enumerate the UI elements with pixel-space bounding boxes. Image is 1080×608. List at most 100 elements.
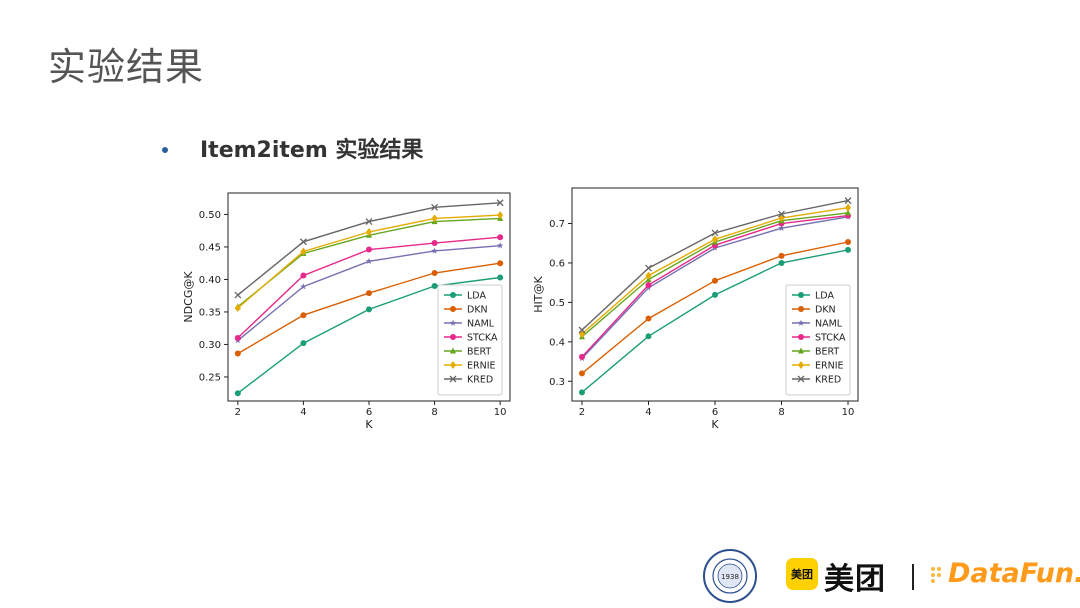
data-point-stcka	[645, 282, 652, 289]
data-point-dkn	[645, 315, 652, 322]
x-tick-label: 8	[778, 407, 784, 418]
data-point-lda	[366, 306, 372, 313]
data-point-naml	[300, 283, 307, 290]
y-axis-label: HIT@K	[532, 275, 545, 312]
data-point-stcka	[578, 353, 585, 360]
legend-label: DKN	[815, 305, 836, 316]
data-point-kred	[578, 326, 586, 334]
bullet-item: Item2item 实验结果	[162, 132, 423, 164]
data-point-lda	[645, 333, 652, 340]
seal-year: 1938	[721, 573, 739, 581]
data-point-dkn	[234, 350, 241, 357]
data-point-kred	[711, 229, 719, 237]
data-point-kred	[778, 210, 785, 218]
legend-marker	[449, 319, 457, 326]
legend-marker	[450, 292, 456, 298]
y-tick-label: 0.35	[199, 307, 221, 318]
y-tick-label: 0.4	[549, 337, 565, 348]
data-point-ernie	[234, 304, 241, 313]
data-point-ernie	[431, 214, 438, 223]
data-point-kred	[365, 218, 373, 226]
legend-label: DKN	[467, 305, 488, 316]
data-point-stcka	[234, 334, 241, 341]
y-tick-label: 0.40	[199, 275, 221, 286]
data-point-kred	[299, 238, 307, 246]
data-point-kred	[844, 197, 852, 205]
data-point-lda	[578, 389, 585, 396]
data-point-lda	[712, 291, 718, 298]
x-tick-label: 2	[235, 407, 241, 418]
y-tick-label: 0.6	[549, 258, 565, 269]
data-point-stcka	[497, 234, 504, 241]
data-point-ernie	[845, 203, 852, 212]
data-point-bert	[845, 209, 852, 216]
x-tick-label: 8	[431, 407, 437, 418]
legend-label: BERT	[467, 347, 491, 358]
data-point-dkn	[845, 239, 852, 246]
data-point-stcka	[431, 240, 438, 247]
legend-marker	[798, 334, 804, 340]
legend-marker	[450, 347, 456, 354]
x-tick-label: 4	[645, 407, 651, 418]
data-point-naml	[365, 257, 373, 265]
meituan-wordmark: 美团	[824, 562, 886, 597]
y-tick-label: 0.30	[199, 340, 221, 351]
data-point-lda	[845, 246, 852, 253]
legend-marker	[450, 306, 456, 312]
legend-label: ERNIE	[467, 361, 496, 372]
data-point-ernie	[300, 247, 307, 256]
y-axis-label: NDCG@K	[182, 271, 195, 323]
y-tick-label: 0.5	[549, 298, 565, 309]
legend-marker	[798, 306, 804, 312]
x-tick-label: 6	[366, 407, 372, 418]
data-point-dkn	[497, 260, 504, 267]
legend-label: STCKA	[815, 333, 846, 344]
legend-marker	[797, 319, 805, 326]
legend-label: LDA	[467, 291, 486, 302]
legend-label: KRED	[815, 375, 841, 386]
data-point-ernie	[645, 271, 652, 280]
ndcg-chart: 2 4 6 8 10 0.25 0.30 0.35 0.40 0.45 0.50 K NDCG@K LDA…	[182, 192, 511, 431]
data-point-kred	[234, 291, 242, 299]
data-point-lda	[778, 259, 785, 266]
data-point-ernie	[366, 228, 372, 236]
x-axis-label: K	[365, 418, 373, 431]
data-point-dkn	[712, 277, 718, 284]
legend-marker	[798, 361, 804, 369]
data-point-lda	[234, 390, 241, 397]
data-point-lda	[497, 274, 504, 281]
y-tick-label: 0.25	[199, 372, 221, 383]
data-point-ernie	[712, 235, 718, 244]
legend-label: NAML	[815, 319, 843, 330]
x-tick-label: 10	[494, 407, 507, 418]
bullet-text: Item2item 实验结果	[200, 138, 424, 163]
data-point-stcka	[300, 272, 307, 279]
y-tick-label: 0.7	[549, 219, 565, 230]
legend-marker	[449, 375, 457, 383]
data-point-naml	[496, 242, 504, 249]
data-point-lda	[300, 340, 307, 347]
data-point-ernie	[497, 211, 504, 220]
data-point-naml	[778, 224, 785, 232]
data-point-lda	[431, 282, 438, 289]
datafun-wordmark: DataFun.	[948, 558, 1080, 589]
page-title: 实验结果	[48, 45, 205, 89]
data-point-kred	[645, 264, 652, 272]
footer-logos: 1938 美团 美团 DataFun.	[700, 548, 1080, 604]
hit-chart: 2 4 6 8 10 0.3 0.4 0.5 0.6 0.7 K HIT@K LDA DKN NAML STC…	[532, 187, 859, 431]
datafun-dots-icon	[931, 567, 941, 583]
x-axis-label: K	[711, 418, 719, 431]
legend-label: ERNIE	[815, 361, 844, 372]
legend-label: BERT	[815, 347, 839, 358]
x-tick-label: 4	[300, 407, 306, 418]
legend-marker	[450, 334, 456, 340]
x-tick-label: 2	[579, 407, 585, 418]
data-point-kred	[496, 199, 504, 207]
data-point-dkn	[366, 290, 372, 297]
legend-label: NAML	[467, 319, 495, 330]
y-tick-label: 0.45	[199, 242, 221, 253]
logo-separator	[912, 564, 914, 590]
data-point-dkn	[778, 252, 785, 259]
bullet-dot	[162, 147, 168, 153]
legend-marker	[797, 375, 805, 383]
